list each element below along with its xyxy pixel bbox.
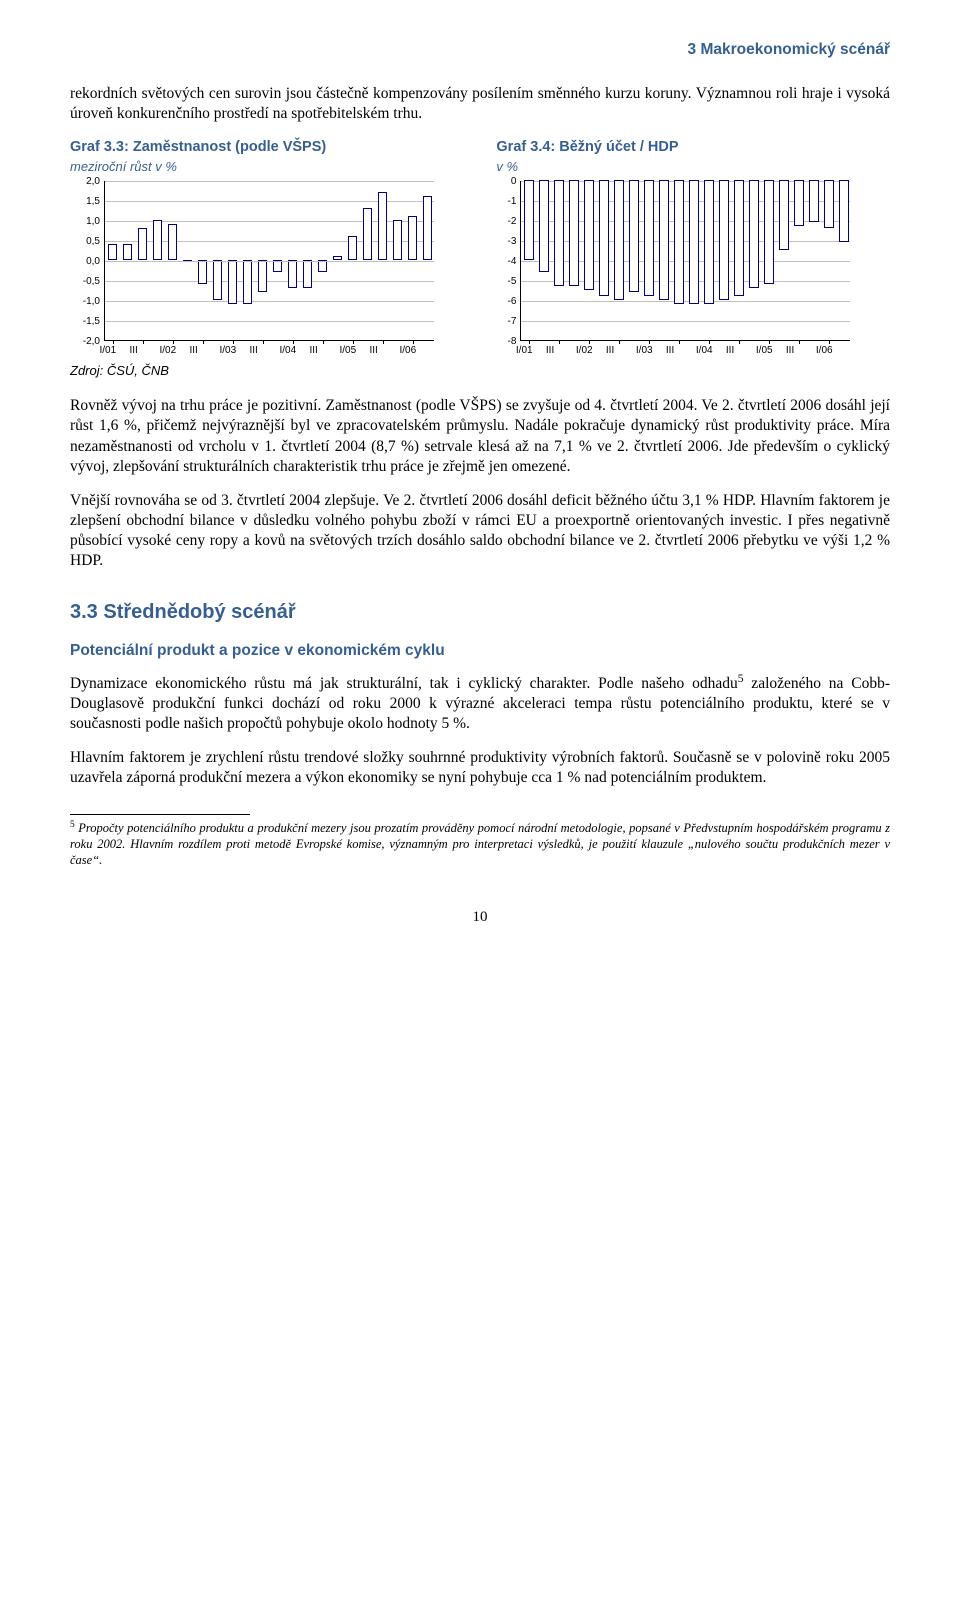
section-heading: 3.3 Střednědobý scénář xyxy=(70,599,890,625)
para-factor: Hlavním faktorem je zrychlení růstu tren… xyxy=(70,748,890,788)
chart1-subtitle: meziroční růst v % xyxy=(70,159,464,176)
para-potential: Dynamizace ekonomického růstu má jak str… xyxy=(70,674,890,734)
chart-right: Graf 3.4: Běžný účet / HDP v % -8-7-6-5-… xyxy=(496,138,890,357)
chart2-plot: -8-7-6-5-4-3-2-10I/01IIII/02IIII/03IIII/… xyxy=(496,181,850,357)
footnote-text: Propočty potenciálního produktu a produk… xyxy=(70,821,890,866)
page-number: 10 xyxy=(70,908,890,928)
page-header: 3 Makroekonomický scénář xyxy=(70,40,890,60)
chart-row: Graf 3.3: Zaměstnanost (podle VŠPS) mezi… xyxy=(70,138,890,357)
chart-left: Graf 3.3: Zaměstnanost (podle VŠPS) mezi… xyxy=(70,138,464,357)
footnote: 5 Propočty potenciálního produktu a prod… xyxy=(70,821,890,868)
para4-pre: Dynamizace ekonomického růstu má jak str… xyxy=(70,675,738,692)
chart2-subtitle: v % xyxy=(496,159,890,176)
subsection-heading: Potenciální produkt a pozice v ekonomick… xyxy=(70,641,890,661)
chart1-plot: -2,0-1,5-1,0-0,50,00,51,01,52,0I/01IIII/… xyxy=(70,181,434,357)
footnote-separator xyxy=(70,814,250,815)
para-balance: Vnější rovnováha se od 3. čtvrtletí 2004… xyxy=(70,491,890,572)
source-line: Zdroj: ČSÚ, ČNB xyxy=(70,363,890,380)
para-employment: Rovněž vývoj na trhu práce je pozitivní.… xyxy=(70,396,890,477)
chart1-title: Graf 3.3: Zaměstnanost (podle VŠPS) xyxy=(70,138,464,156)
intro-paragraph: rekordních světových cen surovin jsou čá… xyxy=(70,84,890,124)
chart2-title: Graf 3.4: Běžný účet / HDP xyxy=(496,138,890,156)
